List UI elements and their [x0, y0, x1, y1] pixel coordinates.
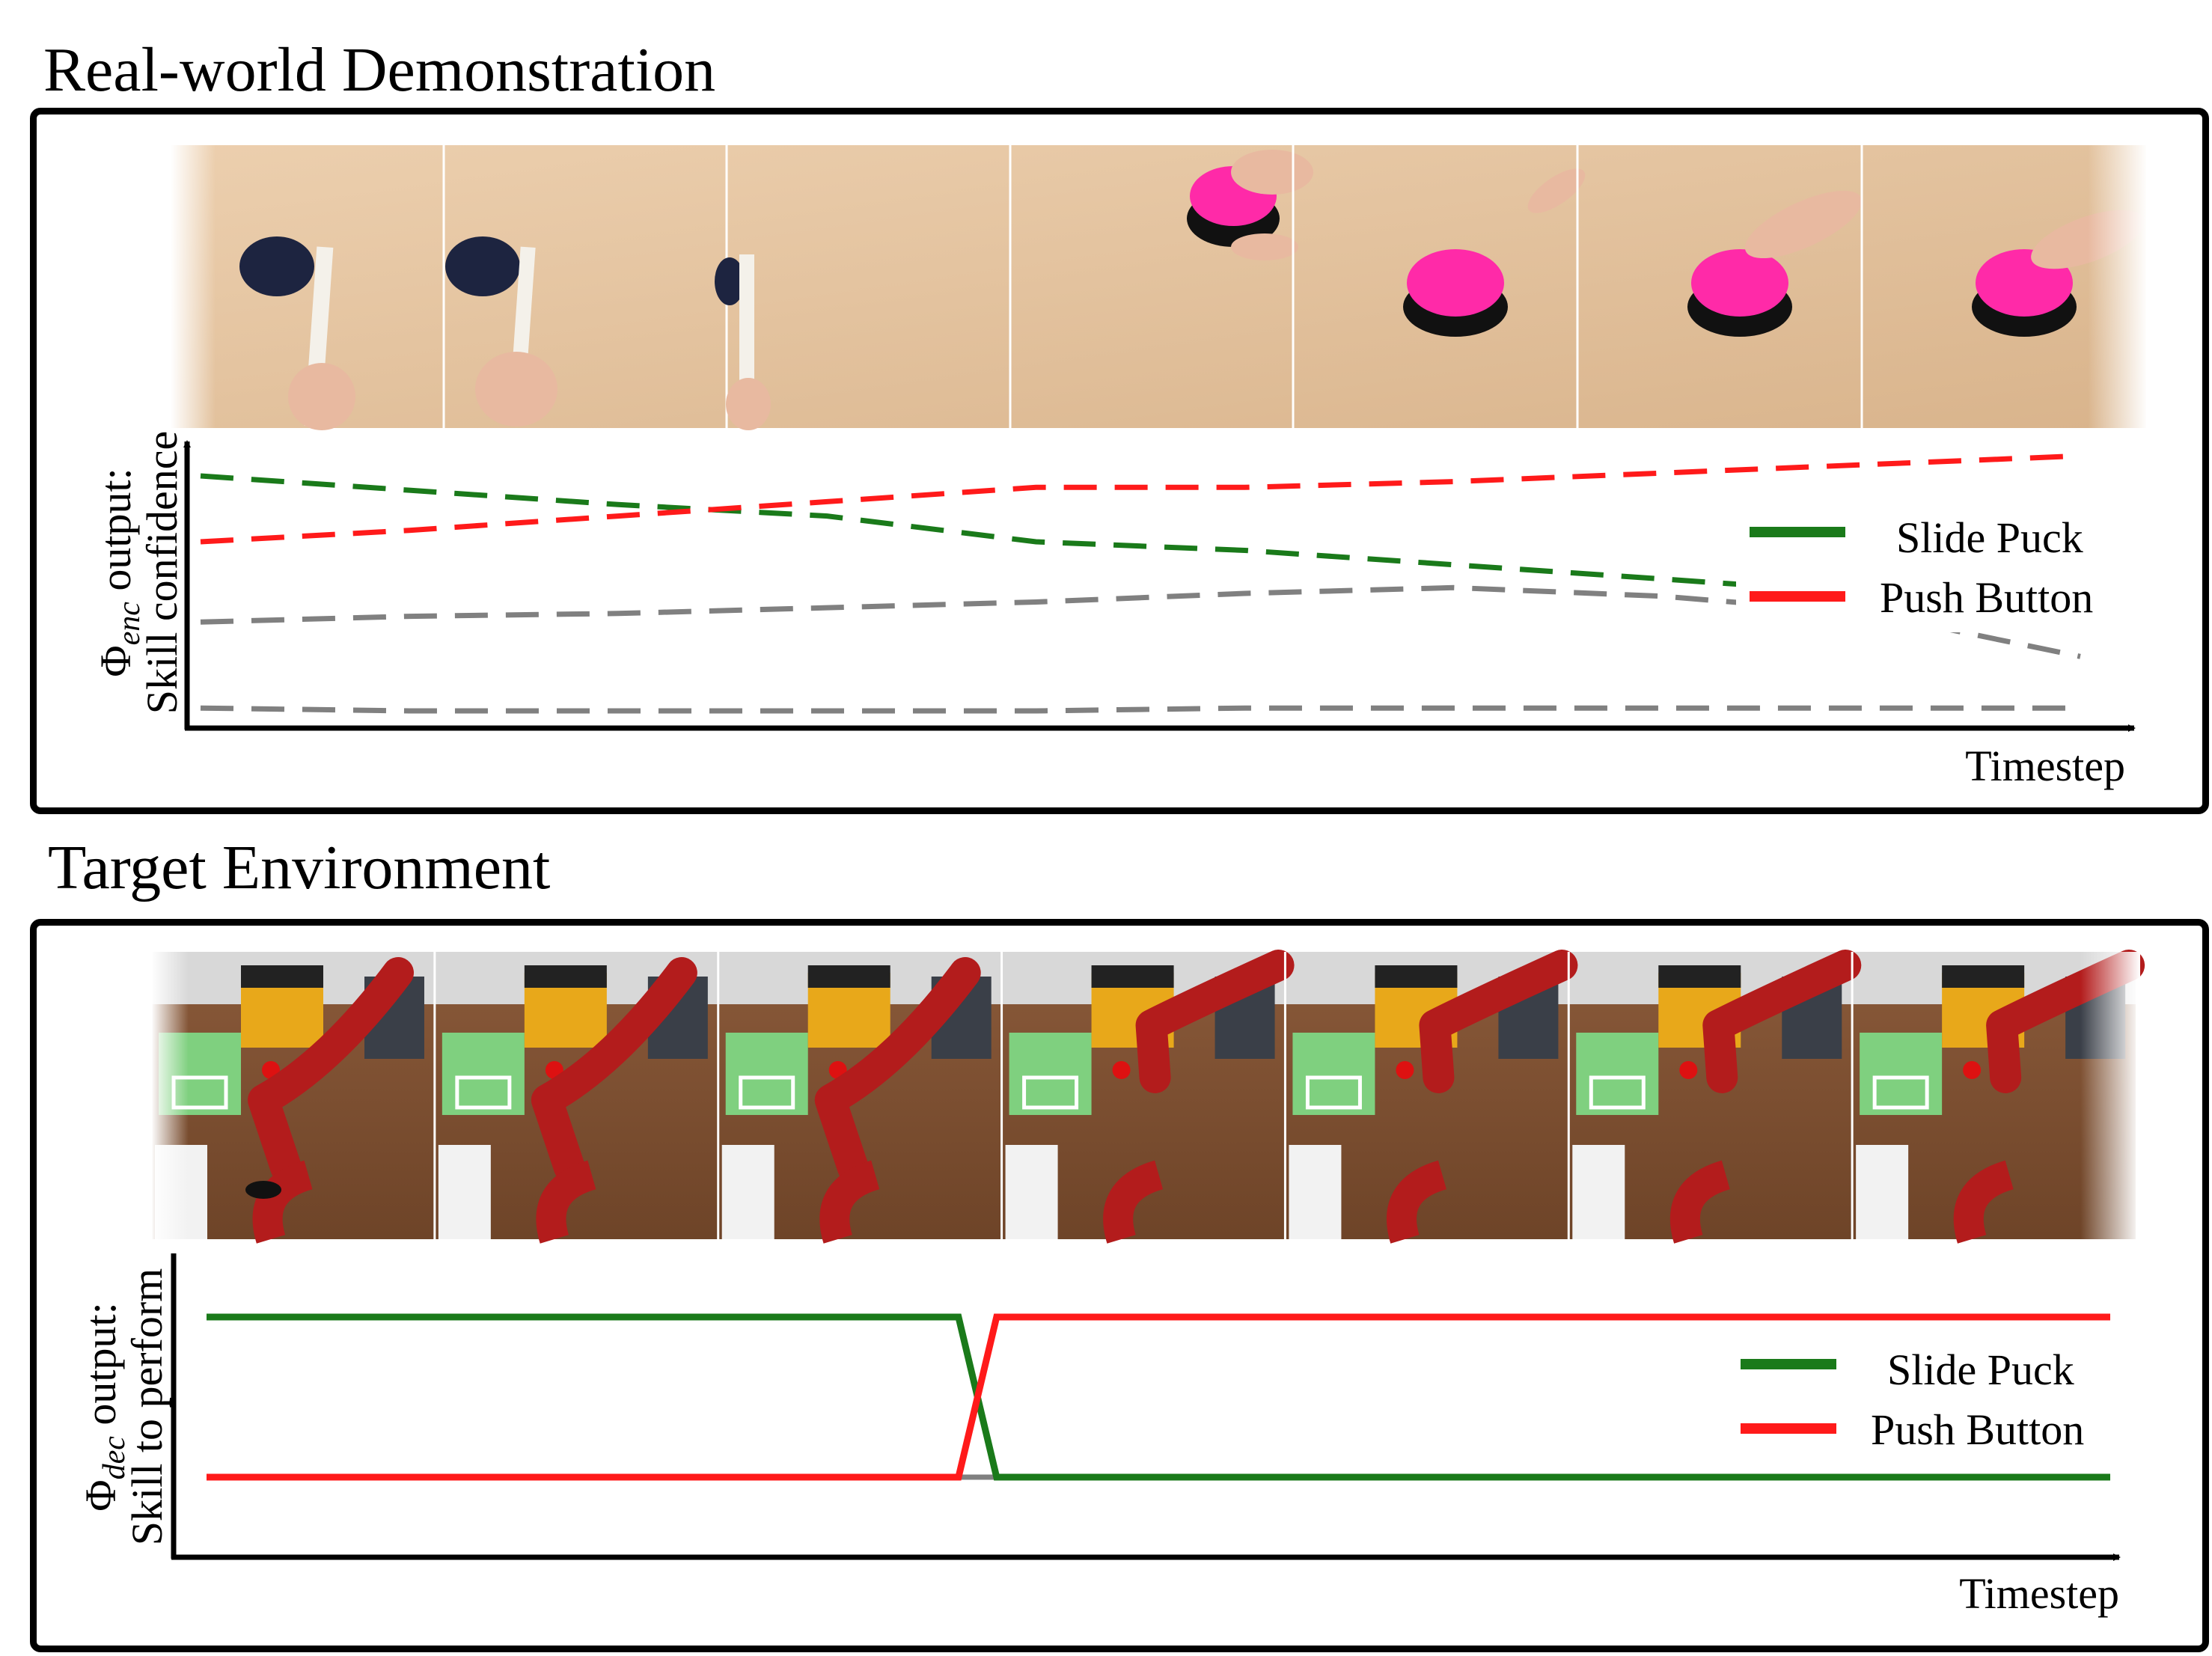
top-series-line-other-2 [200, 584, 2081, 659]
bottom-ylabel: Φdec output: Skill to perform [76, 1268, 171, 1546]
top-legend-background [1736, 501, 2125, 632]
svg-text:Φenc output:: Φenc output: [91, 468, 147, 677]
section-title-real-world: Real-world Demonstration [43, 35, 716, 105]
top-legend: Slide Puck Push Button [1750, 513, 2093, 622]
bottom-chart: Timestep Φdec output: Skill to perform S… [76, 1253, 2121, 1618]
svg-text:Skill to perform: Skill to perform [123, 1268, 171, 1546]
demo-frame-5 [1403, 168, 1586, 337]
bottom-series-line-push-button [207, 1313, 2110, 1481]
section-title-target-env: Target Environment [48, 833, 551, 902]
bottom-legend: Slide Puck Push Button [1741, 1345, 2084, 1454]
svg-text:Φdec output:: Φdec output: [76, 1302, 132, 1512]
bottom-legend-slide-puck: Slide Puck [1887, 1345, 2074, 1394]
top-ylabel: Φenc output: Skill confidence [91, 431, 186, 715]
top-series-line-push-button [200, 453, 2081, 545]
sim-frame-2 [433, 952, 708, 1244]
svg-text:Skill confidence: Skill confidence [138, 431, 186, 715]
top-legend-push-button: Push Button [1880, 573, 2093, 622]
demo-frame-3 [715, 254, 771, 430]
top-chart: Timestep Φenc output: Skill confidence S… [91, 431, 2136, 790]
sim-frame-5 [1283, 950, 1578, 1244]
demo-frame-2 [445, 236, 557, 427]
demo-frame-1 [239, 236, 355, 430]
bottom-xlabel: Timestep [1959, 1569, 2119, 1618]
sim-frame-6 [1567, 950, 1862, 1244]
demo-frame-6 [1687, 190, 1863, 337]
real-world-filmstrip [171, 145, 2148, 430]
bottom-legend-push-button: Push Button [1871, 1405, 2084, 1454]
bottom-series-line-slide-puck [207, 1313, 2110, 1481]
sim-frame-1 [150, 952, 424, 1244]
sim-frame-4 [1000, 950, 1295, 1244]
top-xlabel: Timestep [1965, 742, 2125, 790]
top-series-line-other-3 [200, 705, 2080, 714]
top-series-line-slide-puck [200, 473, 2081, 614]
sim-frame-3 [717, 952, 992, 1244]
target-env-filmstrip [150, 950, 2145, 1244]
top-legend-slide-puck: Slide Puck [1896, 513, 2083, 562]
